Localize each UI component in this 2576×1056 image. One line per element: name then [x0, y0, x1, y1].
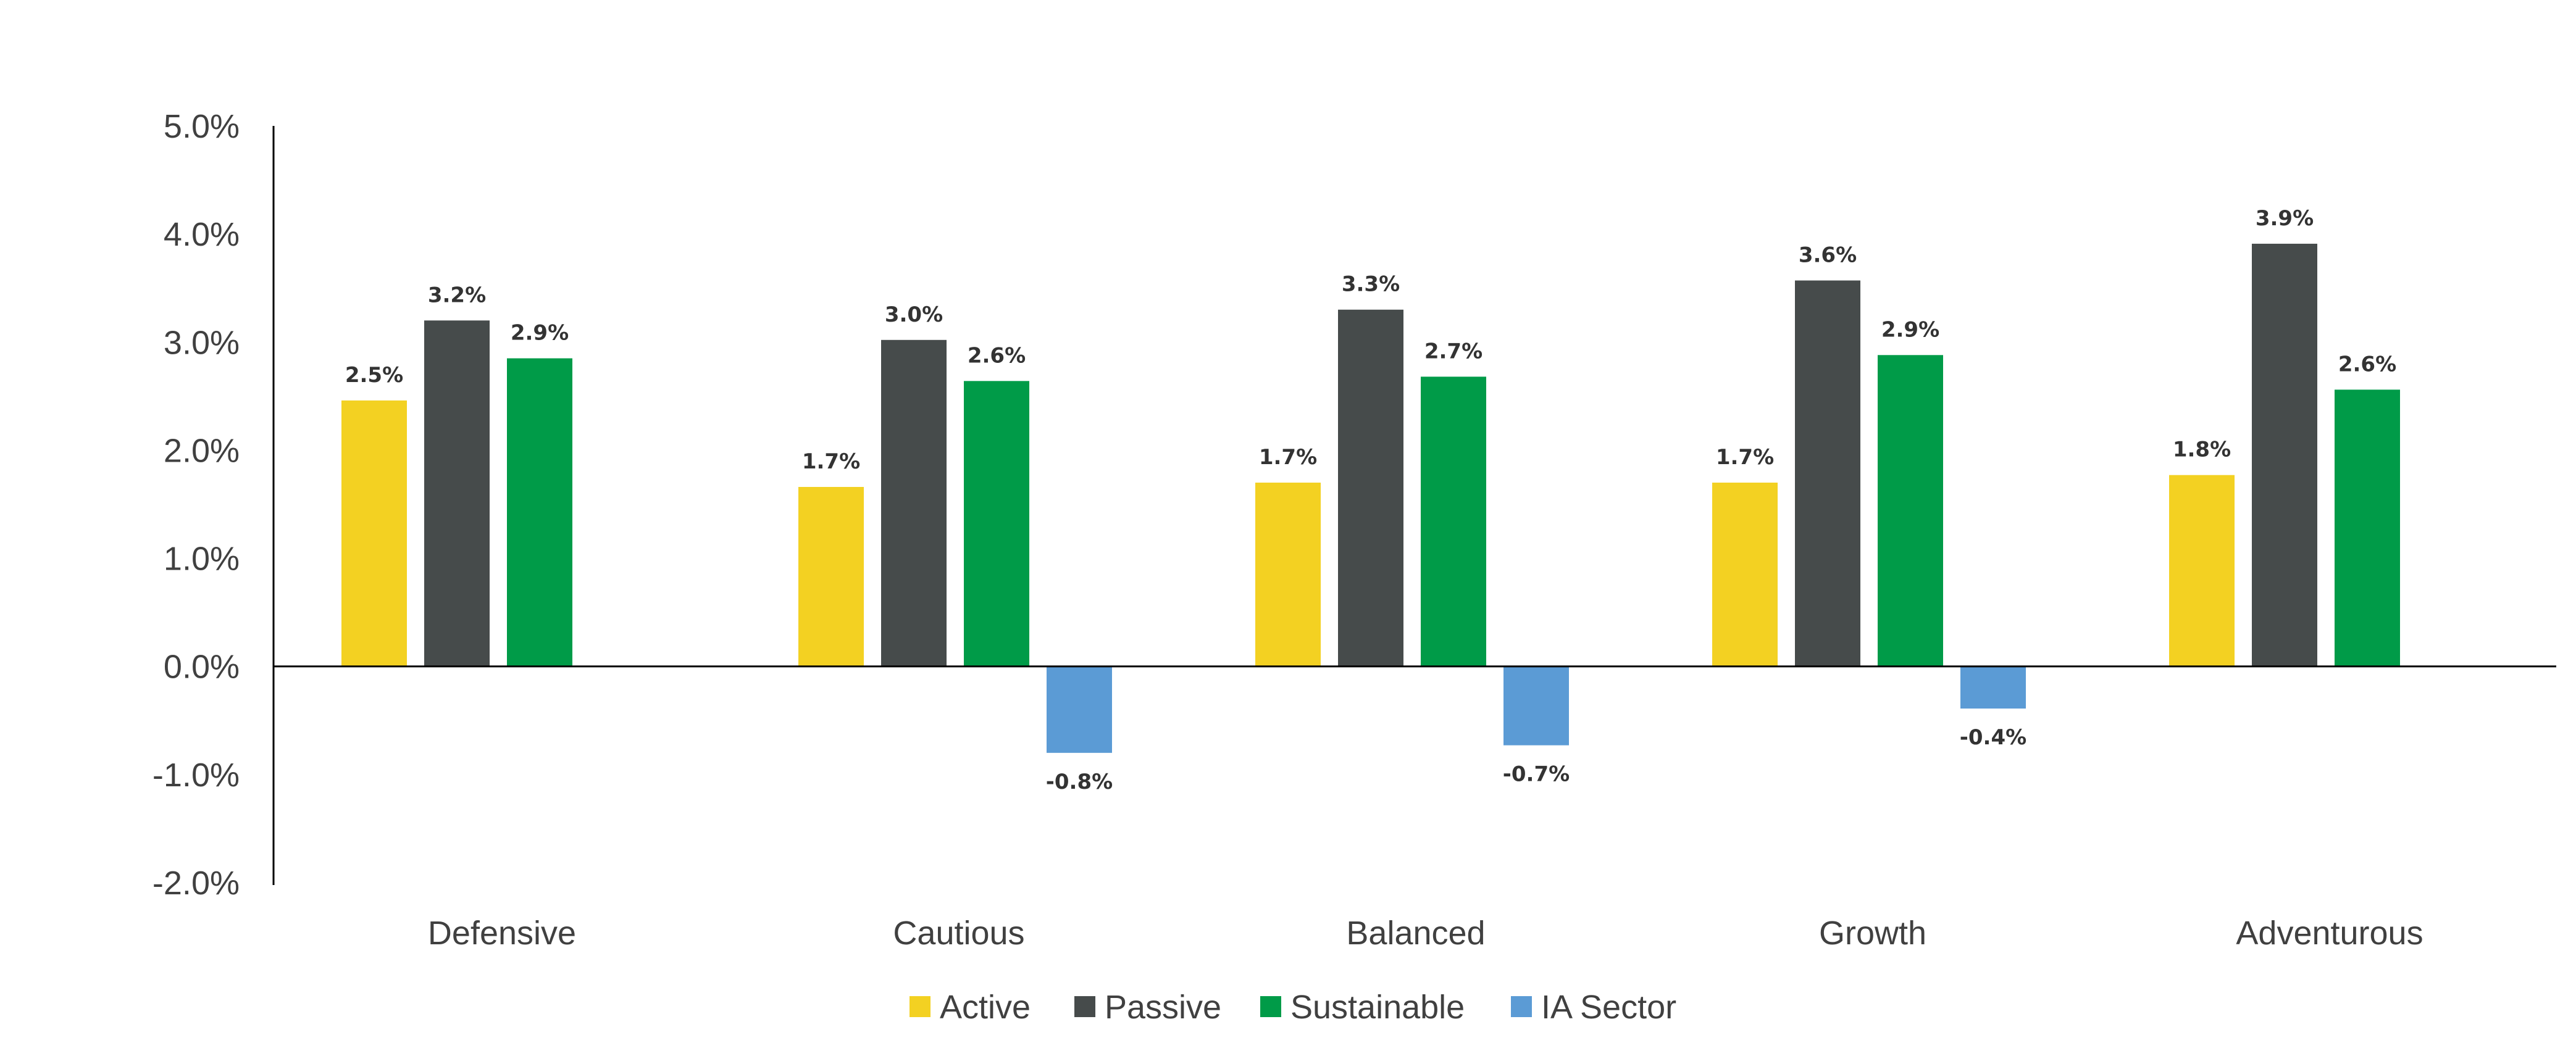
data-label: -0.8% — [1046, 770, 1113, 794]
data-label: 2.5% — [345, 363, 403, 388]
axes — [272, 126, 2556, 885]
data-label: 2.7% — [1424, 339, 1482, 364]
bars — [341, 243, 2400, 753]
bar-passive-cautious — [881, 339, 947, 667]
legend-swatch — [910, 996, 930, 1017]
bar-sustainable-defensive — [507, 358, 572, 667]
y-tick-label: -2.0% — [153, 865, 240, 902]
data-label: 2.9% — [511, 321, 569, 346]
data-label: 3.6% — [1799, 243, 1857, 267]
legend-label: IA Sector — [1541, 989, 1676, 1026]
data-label: 2.6% — [968, 343, 1026, 368]
data-label: 3.9% — [2256, 206, 2314, 231]
legend-label: Active — [940, 989, 1031, 1026]
data-label: 1.7% — [1259, 445, 1317, 470]
data-label: 2.6% — [2338, 352, 2396, 376]
bar-sustainable-balanced — [1421, 376, 1486, 667]
category-label: Adventurous — [2236, 915, 2423, 952]
data-label: 2.9% — [1881, 317, 1939, 342]
data-labels: 2.5% 3.2% 2.9% 1.7% 3.0% 2.6% -0.8% 1.7% 3.3% 2.7… — [345, 206, 2396, 794]
category-label: Cautious — [893, 915, 1024, 952]
category-label: Balanced — [1346, 915, 1485, 952]
legend-label: Passive — [1105, 989, 1221, 1026]
bar-active-cautious — [798, 486, 864, 667]
bar-active-balanced — [1255, 482, 1321, 667]
bar-active-defensive — [341, 400, 407, 667]
data-label: 1.8% — [2173, 438, 2231, 462]
data-label: -0.7% — [1503, 762, 1570, 787]
bar-ia-sector-cautious — [1047, 666, 1112, 753]
category-label: Defensive — [428, 915, 576, 952]
data-label: 1.7% — [1716, 445, 1774, 470]
data-label: 3.2% — [428, 283, 486, 307]
bar-active-adventurous — [2169, 475, 2235, 667]
data-label: 3.3% — [1342, 272, 1400, 297]
bar-active-growth — [1712, 482, 1778, 667]
y-tick-label: 0.0% — [164, 649, 240, 686]
category-label: Growth — [1819, 915, 1926, 952]
legend-swatch — [1511, 996, 1532, 1017]
bar-ia-sector-growth — [1960, 666, 2026, 709]
legend-swatch — [1074, 996, 1095, 1017]
bar-sustainable-growth — [1878, 355, 1943, 667]
y-tick-label: 3.0% — [164, 324, 240, 361]
y-tick-label: 5.0% — [164, 108, 240, 145]
bar-passive-growth — [1795, 280, 1860, 667]
bar-passive-adventurous — [2252, 243, 2317, 667]
y-axis-ticks: 5.0% 4.0% 3.0% 2.0% 1.0% 0.0% -1.0% -2.0% — [153, 108, 240, 902]
legend-label: Sustainable — [1290, 989, 1465, 1026]
data-label: 1.7% — [802, 449, 860, 474]
bar-sustainable-cautious — [964, 381, 1029, 667]
legend: Active Passive Sustainable IA Sector — [910, 989, 1676, 1026]
y-tick-label: -1.0% — [153, 757, 240, 794]
y-tick-label: 2.0% — [164, 432, 240, 469]
y-tick-label: 4.0% — [164, 216, 240, 253]
category-labels: Defensive Cautious Balanced Growth Adventuro… — [428, 915, 2423, 952]
data-label: 3.0% — [885, 302, 943, 327]
bar-sustainable-adventurous — [2335, 389, 2400, 667]
bar-ia-sector-balanced — [1503, 666, 1569, 746]
y-tick-label: 1.0% — [164, 541, 240, 578]
bar-passive-balanced — [1338, 309, 1403, 667]
legend-swatch — [1260, 996, 1281, 1017]
bar-passive-defensive — [424, 320, 490, 667]
data-label: -0.4% — [1960, 725, 2026, 750]
